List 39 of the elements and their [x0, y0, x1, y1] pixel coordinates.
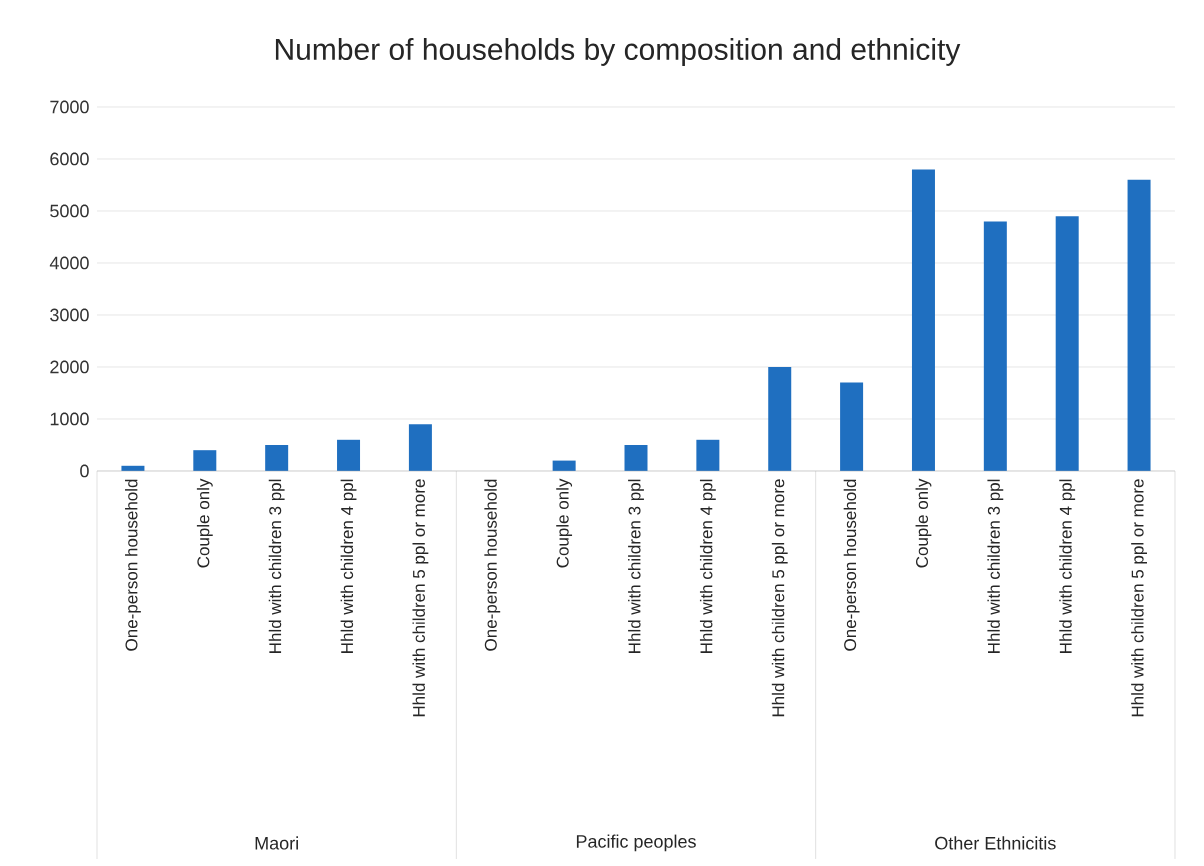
y-tick-label: 4000: [49, 256, 89, 270]
bar: [193, 450, 217, 471]
y-tick-label: 0: [80, 464, 89, 478]
x-tick-label: Couple only: [915, 478, 932, 568]
x-tick-label: One-person household: [843, 479, 860, 651]
x-tick-label: One-person household: [484, 479, 501, 651]
x-tick-label: Couple only: [196, 478, 213, 568]
bar: [624, 444, 648, 471]
bar: [1055, 216, 1079, 471]
y-tick-label: 3000: [50, 308, 89, 322]
x-tick-label: Hhld with children 4 ppl: [340, 479, 357, 653]
bar: [408, 424, 432, 471]
y-tick-label: 2000: [50, 360, 89, 374]
bar: [911, 169, 935, 471]
bar: [840, 382, 864, 471]
x-tick-label: Hhld with children 3 ppl: [628, 479, 644, 653]
y-tick-label: 6000: [50, 152, 89, 166]
bar: [265, 444, 289, 471]
bar: [983, 221, 1007, 471]
x-tick-label: Hhld with children 5 ppl or more: [412, 479, 429, 717]
bar: [337, 439, 361, 471]
bar: [768, 366, 792, 471]
text: Maori: [255, 836, 298, 850]
x-tick-label: Hhld with children 4 ppl: [1059, 479, 1076, 653]
bar: [696, 439, 720, 471]
bar: [1127, 179, 1151, 471]
x-tick-label: Couple only: [556, 478, 573, 568]
x-tick-label: Hhld with children 4 ppl: [699, 479, 716, 653]
x-tick-label: One-person household: [125, 479, 141, 651]
y-tick-label: 1000: [50, 412, 89, 426]
chart-title: Number of households by composition and ethnicity: [275, 38, 961, 66]
text: Pacific peoples: [576, 834, 696, 852]
x-tick-label: Hhld with children 5 ppl or more: [1131, 479, 1147, 717]
text: Other Ethnicitis: [935, 836, 1056, 850]
x-tick-label: Hhld with children 3 ppl: [268, 479, 285, 653]
y-tick-label: 5000: [50, 204, 89, 218]
y-tick-label: 7000: [50, 100, 89, 114]
x-tick-label: Hhld with children 3 ppl: [987, 479, 1004, 653]
x-tick-label: Hhld with children 5 ppl or more: [771, 479, 788, 717]
